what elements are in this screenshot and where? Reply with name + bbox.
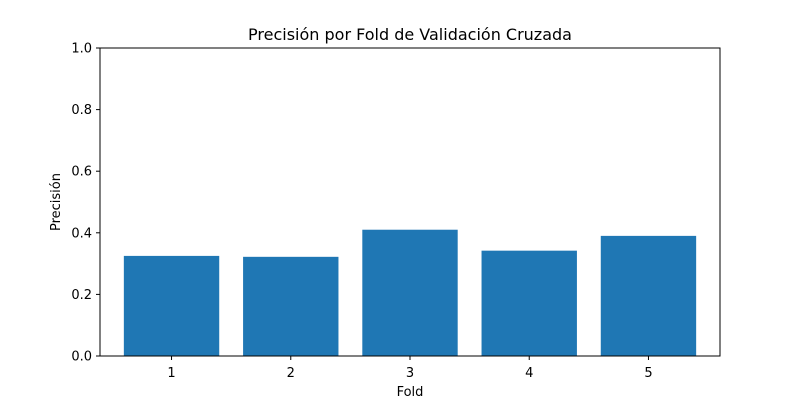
x-tick-label: 5 [644, 366, 652, 381]
x-tick-label: 2 [287, 366, 295, 381]
bar-fold-5 [600, 235, 697, 356]
bar-fold-3 [362, 229, 458, 356]
y-axis-label: Precisión [49, 173, 64, 231]
bars-group [123, 229, 697, 356]
x-tick-label: 4 [525, 366, 533, 381]
y-tick-label: 0.4 [71, 226, 92, 241]
y-tick-label: 0.0 [71, 350, 92, 365]
bar-fold-1 [123, 255, 220, 356]
x-tick-label: 1 [167, 366, 175, 381]
y-tick-label: 1.0 [71, 42, 92, 57]
x-tick-label: 3 [406, 366, 414, 381]
bar-fold-4 [481, 250, 577, 356]
chart-title: Precisión por Fold de Validación Cruzada [248, 25, 572, 44]
y-axis-ticks: 0.0 0.2 0.4 0.6 0.8 1.0 [71, 42, 100, 365]
y-tick-label: 0.2 [71, 288, 92, 303]
x-axis-ticks: 1 2 3 4 5 [167, 356, 653, 381]
x-axis-label: Fold [397, 385, 424, 400]
y-tick-label: 0.8 [71, 103, 92, 118]
bar-fold-2 [243, 256, 339, 356]
axes-frame [99, 47, 721, 357]
y-tick-label: 0.6 [71, 165, 92, 180]
